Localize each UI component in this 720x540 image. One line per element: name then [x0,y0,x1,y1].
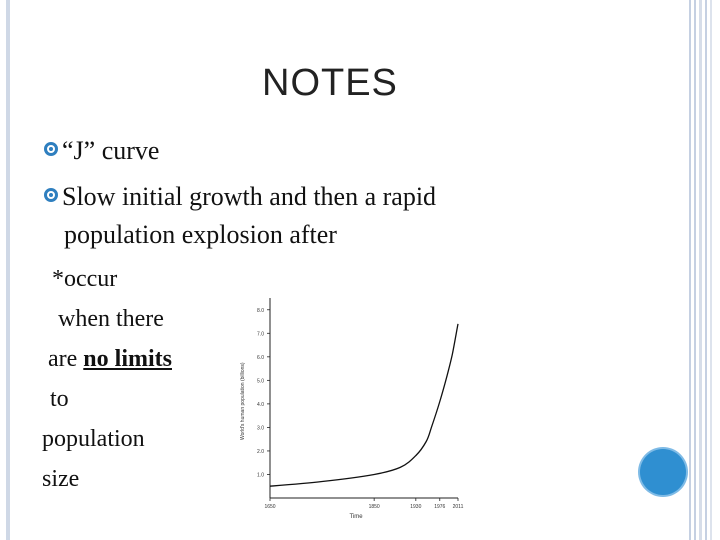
population-growth-chart: World's human population (billions) Time… [240,298,464,520]
slide-title: NOTES [262,62,398,104]
bullet-continuation: population explosion after [64,220,337,249]
x-axis-label: Time [349,514,363,520]
right-border-rule [710,0,712,540]
y-tick-label: 5.0 [257,378,264,384]
bullet-icon [44,142,58,156]
left-border-rule [6,0,10,540]
population-curve [269,323,459,487]
right-border-rule [694,0,696,540]
y-tick-label: 3.0 [257,425,264,431]
x-tick-label: 1930 [410,504,421,510]
side-note-line: to [50,386,69,412]
x-tick-label: 1650 [264,504,275,510]
bullet-text: “J” curve [62,136,160,165]
bullet-text: Slow initial growth and then a rapid [62,182,437,211]
side-note-line: are no limits [48,346,172,373]
y-axis-label: World's human population (billions) [240,362,246,440]
y-tick-label: 4.0 [257,402,264,408]
bullet-icon [44,188,58,202]
y-tick-label: 7.0 [257,331,264,337]
y-tick-label: 1.0 [257,472,264,478]
x-tick-label: 1850 [369,504,380,510]
y-tick-label: 6.0 [257,355,264,361]
side-note-line: when there [58,306,164,332]
x-tick-label: 1976 [434,504,445,510]
right-border-rule [689,0,691,540]
bullet-item: “J” curve [44,136,159,166]
side-note-line: population [42,426,145,452]
y-tick-label: 8.0 [257,308,264,314]
y-tick-label: 2.0 [257,449,264,455]
side-note-line: size [42,466,80,492]
side-note-emphasis: no limits [83,346,172,372]
x-tick-label: 2011 [453,504,464,510]
right-border-rule [705,0,707,540]
side-note-prefix: are [48,346,84,372]
right-border-rule [699,0,702,540]
decorative-circle [640,449,686,495]
side-note-line: *occur [52,266,118,292]
bullet-item: Slow initial growth and then a rapid [44,182,436,212]
